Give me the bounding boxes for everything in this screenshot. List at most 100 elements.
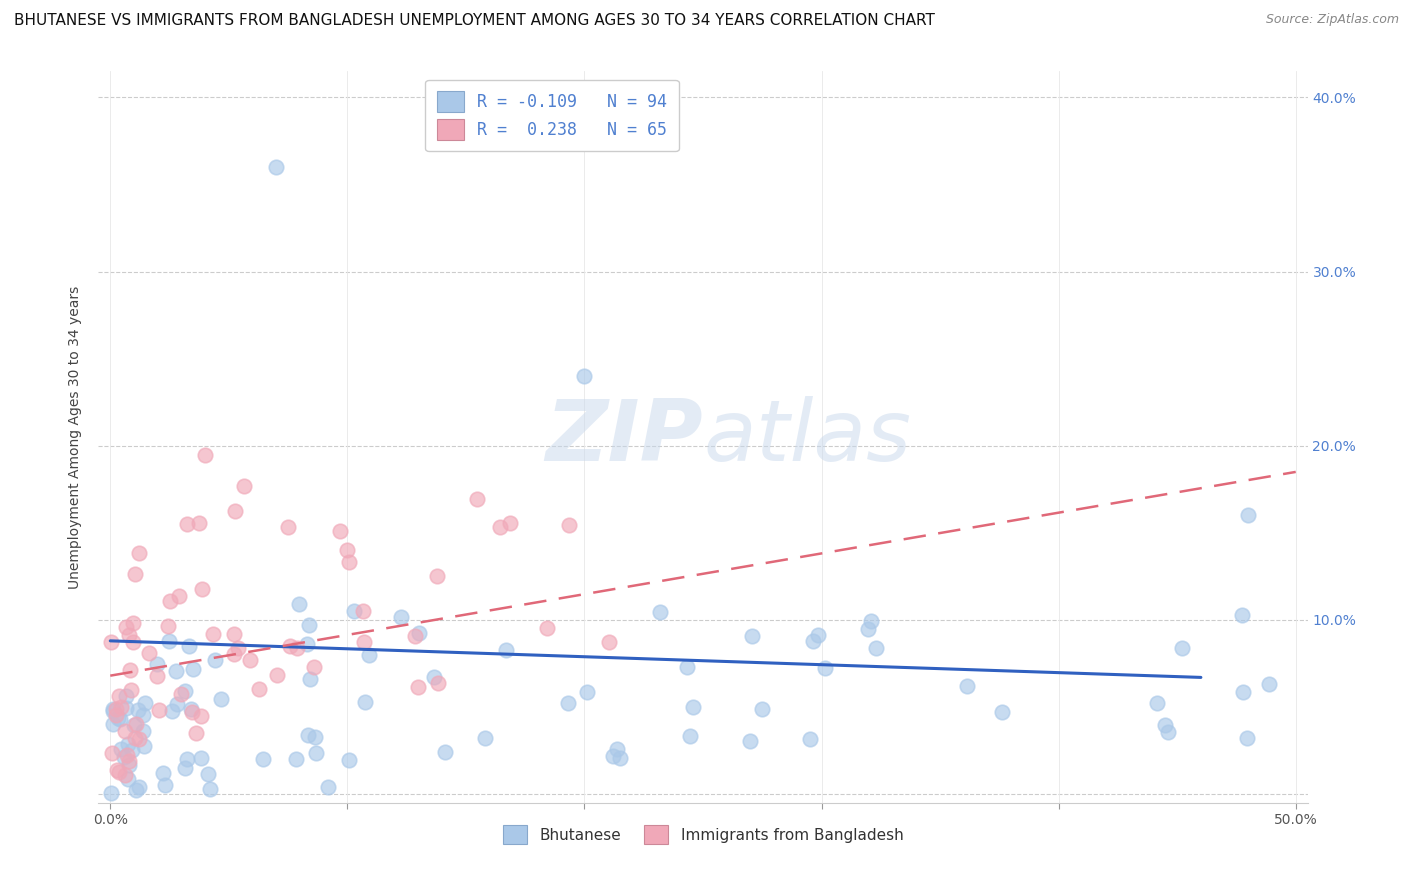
Point — [252, 752, 274, 766]
Point — [859, 614, 882, 628]
Point — [682, 700, 704, 714]
Point — [1171, 641, 1194, 656]
Point — [190, 751, 212, 765]
Text: atlas: atlas — [703, 395, 911, 479]
Point — [602, 748, 624, 763]
Text: Source: ZipAtlas.com: Source: ZipAtlas.com — [1265, 13, 1399, 27]
Point — [110, 742, 132, 756]
Point — [738, 733, 761, 747]
Point — [1258, 676, 1281, 690]
Point — [295, 637, 318, 651]
Point — [160, 704, 183, 718]
Point — [132, 739, 155, 753]
Point — [112, 749, 135, 764]
Point — [1237, 508, 1260, 523]
Point — [422, 670, 444, 684]
Point — [1154, 718, 1177, 732]
Point — [285, 641, 308, 656]
Point — [134, 696, 156, 710]
Point — [107, 764, 129, 779]
Point — [499, 516, 522, 531]
Point — [120, 683, 142, 698]
Point — [190, 709, 212, 723]
Point — [249, 682, 271, 697]
Point — [145, 669, 167, 683]
Point — [202, 627, 225, 641]
Point — [359, 648, 381, 662]
Point — [146, 657, 169, 672]
Point — [184, 725, 207, 739]
Point — [751, 702, 773, 716]
Point — [226, 641, 249, 656]
Point — [138, 646, 160, 660]
Point — [173, 683, 195, 698]
Point — [337, 555, 360, 569]
Point — [110, 700, 132, 714]
Point — [406, 680, 429, 694]
Point — [574, 369, 596, 384]
Point — [176, 516, 198, 531]
Point — [956, 679, 979, 693]
Point — [115, 701, 138, 715]
Point — [465, 491, 488, 506]
Point — [114, 768, 136, 782]
Point — [741, 629, 763, 643]
Legend: Bhutanese, Immigrants from Bangladesh: Bhutanese, Immigrants from Bangladesh — [496, 819, 910, 850]
Point — [799, 731, 821, 746]
Point — [557, 696, 579, 710]
Point — [101, 704, 124, 718]
Point — [426, 675, 449, 690]
Text: BHUTANESE VS IMMIGRANTS FROM BANGLADESH UNEMPLOYMENT AMONG AGES 30 TO 34 YEARS C: BHUTANESE VS IMMIGRANTS FROM BANGLADESH … — [14, 13, 935, 29]
Point — [408, 625, 430, 640]
Point — [302, 660, 325, 674]
Point — [125, 782, 148, 797]
Point — [814, 660, 837, 674]
Point — [118, 758, 141, 772]
Point — [188, 516, 211, 531]
Point — [122, 634, 145, 648]
Point — [117, 747, 139, 762]
Point — [118, 754, 141, 768]
Point — [558, 517, 581, 532]
Point — [337, 753, 360, 767]
Point — [232, 479, 254, 493]
Point — [176, 752, 198, 766]
Point — [152, 766, 174, 780]
Point — [117, 772, 139, 786]
Point — [1232, 607, 1254, 622]
Point — [124, 566, 146, 581]
Point — [125, 717, 148, 731]
Y-axis label: Unemployment Among Ages 30 to 34 years: Unemployment Among Ages 30 to 34 years — [69, 285, 83, 589]
Point — [1232, 684, 1254, 698]
Point — [335, 542, 357, 557]
Point — [197, 767, 219, 781]
Point — [352, 604, 374, 618]
Point — [606, 742, 628, 756]
Point — [598, 635, 620, 649]
Point — [224, 627, 246, 641]
Point — [264, 160, 287, 174]
Point — [132, 707, 155, 722]
Point — [101, 716, 124, 731]
Point — [165, 665, 187, 679]
Point — [609, 751, 631, 765]
Point — [856, 622, 879, 636]
Point — [204, 653, 226, 667]
Point — [277, 520, 299, 534]
Point — [124, 731, 146, 745]
Point — [209, 691, 232, 706]
Point — [101, 702, 124, 716]
Point — [153, 778, 176, 792]
Point — [170, 687, 193, 701]
Point — [159, 593, 181, 607]
Point — [107, 711, 129, 725]
Point — [297, 728, 319, 742]
Point — [118, 628, 141, 642]
Point — [124, 718, 146, 732]
Point — [354, 695, 377, 709]
Point — [148, 703, 170, 717]
Point — [100, 746, 122, 760]
Point — [121, 743, 143, 757]
Point — [536, 621, 558, 635]
Point — [128, 780, 150, 794]
